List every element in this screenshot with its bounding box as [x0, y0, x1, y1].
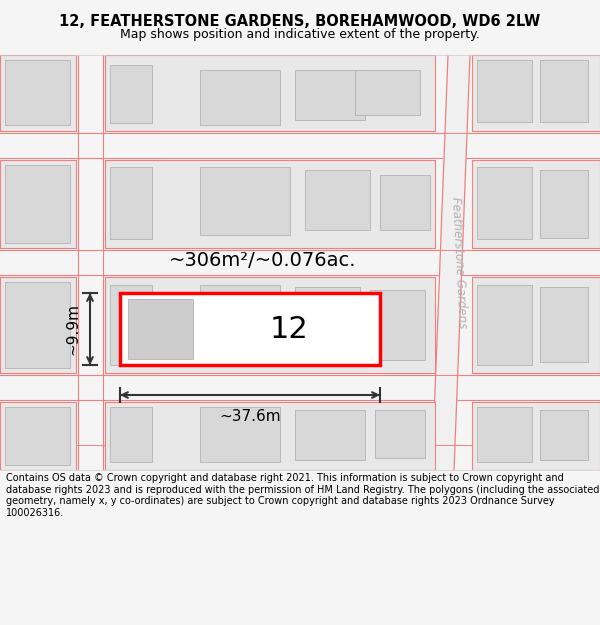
Bar	[105, 160, 435, 248]
Text: Map shows position and indicative extent of the property.: Map shows position and indicative extent…	[120, 28, 480, 41]
Bar	[105, 277, 160, 373]
Bar	[105, 160, 160, 248]
Bar	[295, 70, 365, 120]
Bar	[0, 277, 76, 373]
Bar	[105, 402, 160, 470]
Bar	[295, 410, 365, 460]
Bar	[110, 407, 152, 462]
Bar	[375, 410, 425, 458]
Text: Featherstone Gardens: Featherstone Gardens	[449, 197, 469, 329]
Bar	[5, 60, 70, 125]
Text: Contains OS data © Crown copyright and database right 2021. This information is : Contains OS data © Crown copyright and d…	[6, 473, 599, 518]
Bar	[128, 299, 193, 359]
Bar	[305, 170, 370, 230]
Bar	[355, 70, 420, 115]
Bar	[5, 407, 70, 465]
Bar	[472, 277, 600, 373]
Bar	[200, 167, 290, 235]
Bar	[0, 160, 76, 248]
Text: ~37.6m: ~37.6m	[219, 409, 281, 424]
Bar	[295, 287, 360, 362]
Bar	[477, 167, 532, 239]
Bar	[472, 160, 600, 248]
Bar	[472, 55, 600, 131]
Bar	[5, 165, 70, 243]
Bar	[105, 277, 435, 373]
Bar	[105, 402, 435, 470]
Bar	[540, 410, 588, 460]
Text: ~9.9m: ~9.9m	[65, 303, 80, 355]
Bar	[477, 407, 532, 462]
Bar	[477, 285, 532, 365]
Bar	[540, 287, 588, 362]
Bar	[5, 282, 70, 368]
Bar	[370, 290, 425, 360]
Bar	[105, 55, 160, 131]
Bar	[200, 285, 280, 363]
Text: 12, FEATHERSTONE GARDENS, BOREHAMWOOD, WD6 2LW: 12, FEATHERSTONE GARDENS, BOREHAMWOOD, W…	[59, 14, 541, 29]
Bar	[200, 407, 280, 462]
Bar	[120, 293, 380, 365]
Bar	[540, 170, 588, 238]
Text: ~306m²/~0.076ac.: ~306m²/~0.076ac.	[169, 251, 357, 271]
Bar	[477, 60, 532, 122]
Polygon shape	[432, 55, 470, 470]
Bar	[0, 55, 76, 131]
Bar	[105, 55, 435, 131]
Bar	[540, 60, 588, 122]
Bar	[200, 70, 280, 125]
Bar	[110, 167, 152, 239]
Bar	[472, 402, 600, 470]
Text: 12: 12	[269, 314, 308, 344]
Bar	[110, 285, 152, 365]
Bar	[110, 65, 152, 123]
Bar	[0, 402, 76, 470]
Bar	[380, 175, 430, 230]
